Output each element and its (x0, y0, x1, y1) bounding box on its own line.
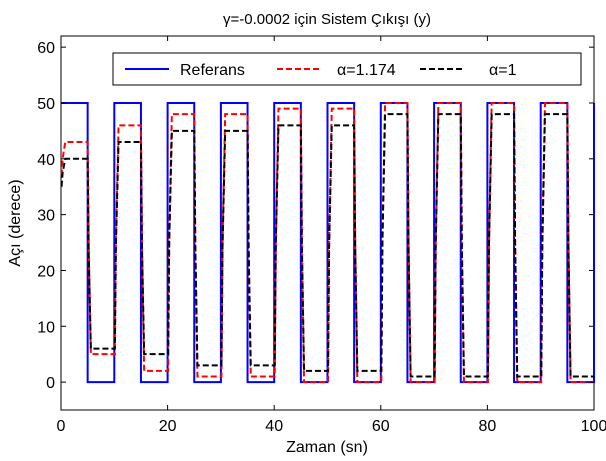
x-tick-label: 80 (479, 418, 497, 435)
series-line-alpha-1 (60, 113, 594, 378)
plot-area: 0 20 40 60 80 100 0 10 20 30 40 50 60 (37, 35, 606, 435)
chart-title: γ=-0.0002 için Sistem Çıkışı (y) (223, 11, 431, 28)
y-tick-label: 60 (37, 40, 55, 57)
y-tick-label: 0 (46, 375, 55, 392)
legend-label-referans: Referans (180, 62, 245, 79)
legend-label-alpha-1: α=1 (489, 62, 517, 79)
x-tick-label: 20 (159, 418, 177, 435)
legend: Referans α=1.174 α=1 (112, 52, 582, 86)
x-tick-label: 0 (57, 418, 66, 435)
x-tick-label: 100 (581, 418, 606, 435)
y-tick-label: 30 (37, 208, 55, 225)
y-tick-label: 20 (37, 263, 55, 280)
legend-box (112, 52, 582, 86)
y-tick-label: 40 (37, 152, 55, 169)
y-tick-label: 50 (37, 96, 55, 113)
x-tick-label: 40 (265, 418, 283, 435)
series-layer (60, 101, 595, 384)
y-axis-label: Açı (derece) (7, 179, 24, 266)
y-tick-label: 10 (37, 319, 55, 336)
ticks-layer: 0 20 40 60 80 100 0 10 20 30 40 50 60 (37, 36, 606, 435)
legend-label-alpha-1174: α=1.174 (337, 62, 396, 79)
x-axis-label: Zaman (sn) (286, 439, 368, 456)
x-tick-label: 60 (372, 418, 390, 435)
